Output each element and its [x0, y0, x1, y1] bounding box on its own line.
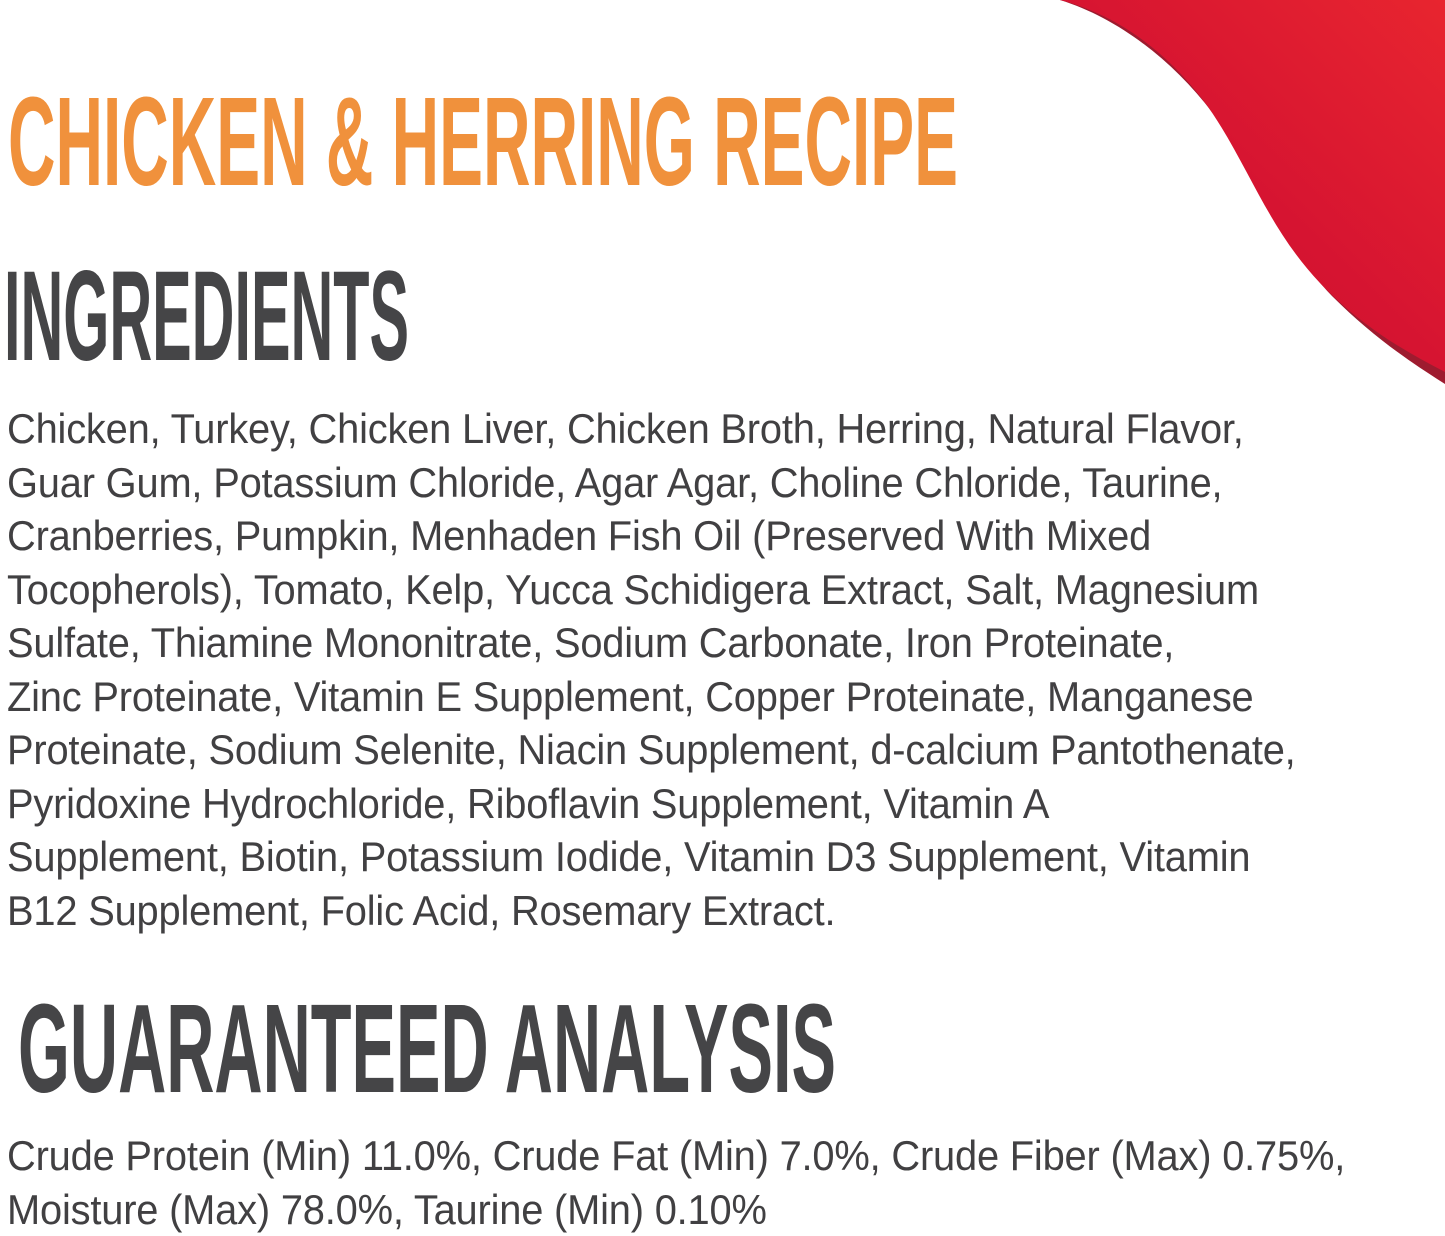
ingredients-line: B12 Supplement, Folic Acid, Rosemary Ext… — [7, 884, 1296, 938]
analysis-line: Crude Protein (Min) 11.0%, Crude Fat (Mi… — [7, 1129, 1345, 1183]
ingredients-line: Cranberries, Pumpkin, Menhaden Fish Oil … — [7, 509, 1296, 563]
ingredients-paragraph: Chicken, Turkey, Chicken Liver, Chicken … — [7, 402, 1296, 937]
swoosh-main-shape — [1060, 0, 1445, 372]
ingredients-line: Chicken, Turkey, Chicken Liver, Chicken … — [7, 402, 1296, 456]
recipe-title-heading: CHICKEN & HERRING RECIPE — [6, 82, 991, 207]
red-swoosh-graphic — [1040, 0, 1445, 395]
ingredients-line: Supplement, Biotin, Potassium Iodide, Vi… — [7, 830, 1296, 884]
ingredients-line: Zinc Proteinate, Vitamin E Supplement, C… — [7, 670, 1296, 724]
ingredients-line: Sulfate, Thiamine Mononitrate, Sodium Ca… — [7, 616, 1296, 670]
guaranteed-analysis-heading: GUARANTEED ANALYSIS — [16, 985, 886, 1110]
guaranteed-analysis-heading-text: GUARANTEED ANALYSIS — [18, 978, 836, 1119]
ingredients-line: Proteinate, Sodium Selenite, Niacin Supp… — [7, 723, 1296, 777]
ingredients-line: Guar Gum, Potassium Chloride, Agar Agar,… — [7, 456, 1296, 510]
ingredients-line: Pyridoxine Hydrochloride, Riboflavin Sup… — [7, 777, 1296, 831]
guaranteed-analysis-paragraph: Crude Protein (Min) 11.0%, Crude Fat (Mi… — [7, 1129, 1345, 1236]
analysis-line: Moisture (Max) 78.0%, Taurine (Min) 0.10… — [7, 1183, 1345, 1236]
ingredients-heading-text: INGREDIENTS — [4, 245, 409, 388]
ingredients-heading: INGREDIENTS — [2, 255, 532, 380]
ingredients-line: Tocopherols), Tomato, Kelp, Yucca Schidi… — [7, 563, 1296, 617]
recipe-title-text: CHICKEN & HERRING RECIPE — [8, 71, 958, 212]
